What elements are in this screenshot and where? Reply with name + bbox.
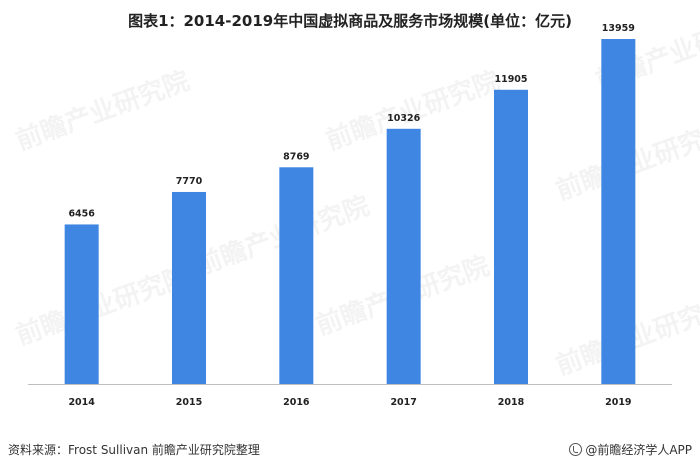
data-label-2014: 6456 [68,208,95,219]
x-tick-label-2018: 2018 [498,397,525,408]
watermark-text: 前瞻产业研究院 [12,65,194,156]
x-tick-labels: 2014 2015 2016 2017 2018 2019 [68,397,631,408]
bar-2017 [386,128,421,384]
data-label-2018: 11905 [494,74,527,85]
source-note: 资料来源：Frost Sullivan 前瞻产业研究院整理 [8,443,260,457]
brand-text: @前瞻经济学人APP [585,443,692,457]
data-label-2017: 10326 [387,113,420,124]
bars-group [64,39,636,385]
data-labels: 6456 7770 8769 10326 11905 13959 [68,23,634,219]
x-tick-label-2015: 2015 [176,397,202,408]
watermark-text: 前瞻产业研究院 [12,260,194,351]
x-tick-label-2014: 2014 [68,397,95,408]
chart-title: 图表1：2014-2019年中国虚拟商品及服务市场规模(单位：亿元) [128,12,572,30]
brand-logo-icon [569,443,583,456]
x-tick-label-2017: 2017 [390,397,416,408]
bar-2015 [172,191,206,384]
bar-2018 [494,89,528,384]
watermark-layer: 前瞻产业研究院前瞻产业研究院前瞻产业研究院前瞻产业研究院前瞻产业研究院前瞻产业研… [12,5,700,381]
data-label-2019: 13959 [602,23,635,34]
data-label-2016: 8769 [283,151,309,162]
brand-credit: @前瞻经济学人APP [569,441,692,458]
bar-2016 [279,167,314,384]
bar-2019 [601,39,636,385]
data-label-2015: 7770 [176,176,203,187]
x-tick-label-2019: 2019 [605,397,631,408]
bar-2014 [64,224,99,384]
x-tick-label-2016: 2016 [283,397,310,408]
